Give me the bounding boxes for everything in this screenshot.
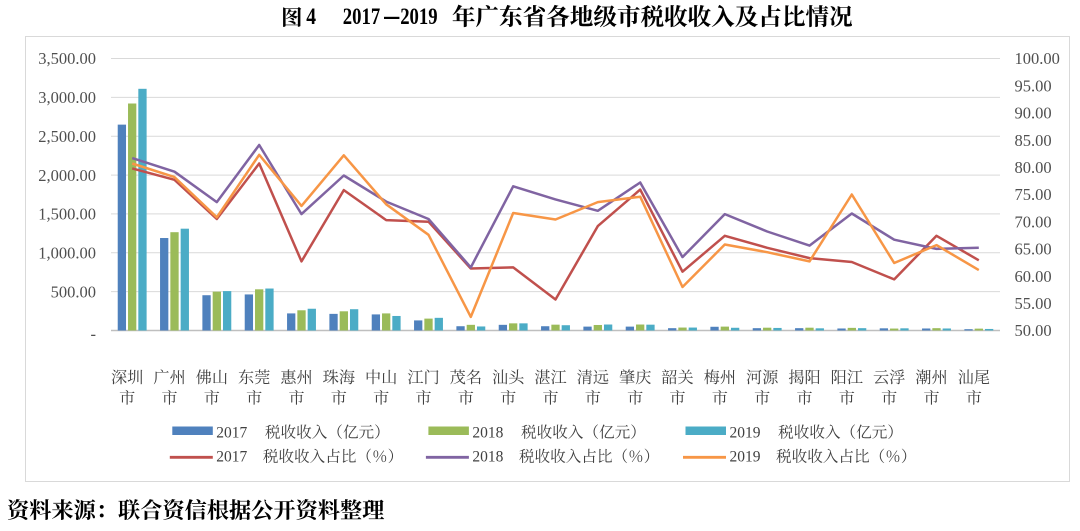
svg-text:3,000.00: 3,000.00: [38, 88, 96, 107]
svg-text:100.00: 100.00: [1015, 49, 1060, 68]
svg-text:2018: 2018: [472, 424, 503, 441]
svg-text:500.00: 500.00: [51, 282, 96, 301]
svg-text:-: -: [91, 325, 97, 344]
svg-text:55.00: 55.00: [1015, 294, 1052, 313]
svg-text:3,500.00: 3,500.00: [38, 49, 96, 68]
svg-text:50.00: 50.00: [1015, 321, 1052, 340]
svg-text:75.00: 75.00: [1015, 185, 1052, 204]
svg-text:2017: 2017: [216, 424, 247, 441]
svg-text:2017: 2017: [216, 449, 247, 466]
svg-text:95.00: 95.00: [1015, 76, 1052, 95]
svg-text:2,000.00: 2,000.00: [38, 166, 96, 185]
svg-text:1,500.00: 1,500.00: [38, 205, 96, 224]
svg-text:2019: 2019: [730, 424, 761, 441]
svg-text:2019: 2019: [400, 4, 437, 29]
svg-text:70.00: 70.00: [1015, 212, 1052, 231]
svg-text:2018: 2018: [472, 449, 503, 466]
svg-text:1,000.00: 1,000.00: [38, 243, 96, 262]
svg-text:2019: 2019: [730, 449, 761, 466]
svg-text:80.00: 80.00: [1015, 158, 1052, 177]
svg-text:85.00: 85.00: [1015, 131, 1052, 150]
svg-text:2017: 2017: [343, 4, 380, 29]
svg-text:4: 4: [306, 4, 316, 29]
svg-text:60.00: 60.00: [1015, 267, 1052, 286]
svg-text:90.00: 90.00: [1015, 104, 1052, 123]
svg-text:2,500.00: 2,500.00: [38, 127, 96, 146]
svg-text:65.00: 65.00: [1015, 240, 1052, 259]
